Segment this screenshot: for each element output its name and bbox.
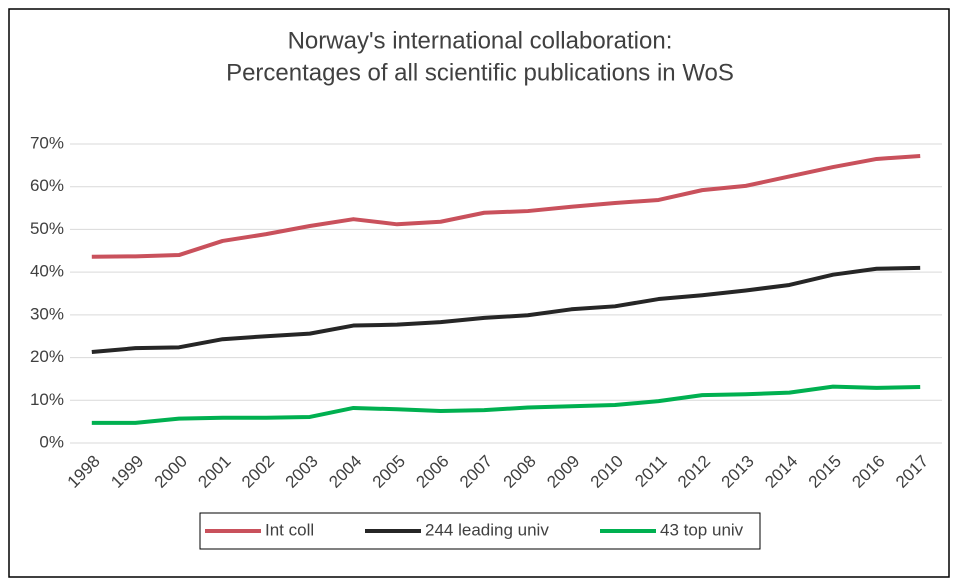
series-line [91, 153, 921, 259]
chart-frame [8, 8, 950, 578]
y-tick-label: 30% [30, 304, 64, 323]
y-tick-label: 0% [39, 432, 64, 451]
series-line [91, 265, 921, 355]
chart-title: Norway's international collaboration: [288, 27, 673, 54]
legend-label: 244 leading univ [425, 520, 549, 539]
y-tick-label: 20% [30, 347, 64, 366]
chart-title: Percentages of all scientific publicatio… [226, 59, 734, 86]
legend-label: 43 top univ [660, 520, 744, 539]
series-line [91, 384, 921, 425]
y-tick-label: 10% [30, 390, 64, 409]
y-tick-label: 50% [30, 219, 64, 238]
y-tick-label: 40% [30, 262, 64, 281]
y-tick-label: 60% [30, 176, 64, 195]
legend-label: Int coll [265, 520, 314, 539]
legend-box [199, 512, 761, 550]
y-tick-label: 70% [30, 133, 64, 152]
